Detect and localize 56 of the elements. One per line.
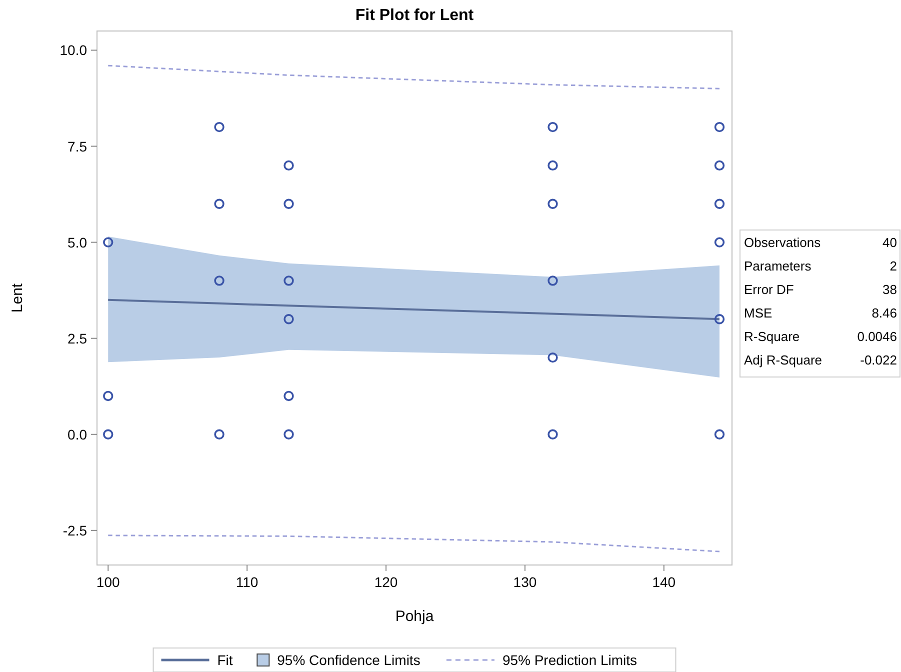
text: R-Square: [744, 329, 800, 344]
point: [214, 429, 224, 440]
point: [714, 160, 725, 171]
text: -0.022: [860, 352, 897, 368]
chart-title: Fit Plot for Lent: [355, 7, 474, 24]
point: [103, 237, 114, 248]
x-tick-label: 100: [96, 574, 120, 590]
text: 38: [882, 282, 897, 297]
point: [548, 429, 558, 440]
point: [214, 198, 224, 209]
point: [284, 429, 294, 440]
text: 95% Confidence Limits: [277, 652, 420, 668]
point: [284, 198, 294, 209]
text: MSE: [744, 306, 772, 320]
point: [548, 276, 558, 286]
point: [284, 390, 294, 402]
point: [548, 160, 558, 171]
point: [548, 122, 558, 132]
point: [714, 122, 725, 132]
y-tick-label: 7.5: [68, 138, 88, 154]
text: 8.46: [872, 306, 897, 320]
point: [284, 276, 294, 286]
point: [714, 314, 725, 324]
text: Observations: [744, 235, 822, 250]
text: 2: [890, 258, 897, 274]
text: Error DF: [744, 282, 794, 297]
point: [103, 429, 114, 440]
x-axis-title: Pohja: [395, 608, 434, 625]
x-tick-label: 130: [513, 574, 537, 590]
legend-label: 95% Prediction Limits: [502, 652, 638, 668]
y-axis-title: Lent: [9, 282, 26, 313]
line-series: [107, 64, 720, 90]
point: [214, 122, 224, 132]
text: 40: [882, 235, 897, 250]
point: [284, 314, 294, 324]
y-tick-label: -2.5: [62, 522, 88, 538]
point: [714, 237, 725, 248]
line-series: [107, 534, 720, 552]
text: Parameters: [744, 258, 812, 274]
text: 0.0046: [857, 329, 897, 344]
point: [548, 352, 558, 363]
point: [714, 198, 725, 209]
text: Adj R-Square: [744, 352, 822, 368]
x-tick-label: 110: [236, 574, 258, 590]
y-tick-label: 5.0: [68, 234, 88, 250]
point: [103, 390, 114, 402]
point: [284, 160, 294, 171]
y-tick-label: 0.0: [68, 426, 88, 442]
y-tick-label: 2.5: [68, 330, 88, 346]
point: [214, 276, 224, 286]
point: [548, 198, 558, 209]
legend-label: Fit: [217, 652, 233, 668]
y-tick-label: 10.0: [60, 42, 88, 58]
x-tick-label: 120: [374, 574, 398, 590]
point: [714, 429, 725, 440]
x-tick-label: 140: [652, 574, 676, 590]
